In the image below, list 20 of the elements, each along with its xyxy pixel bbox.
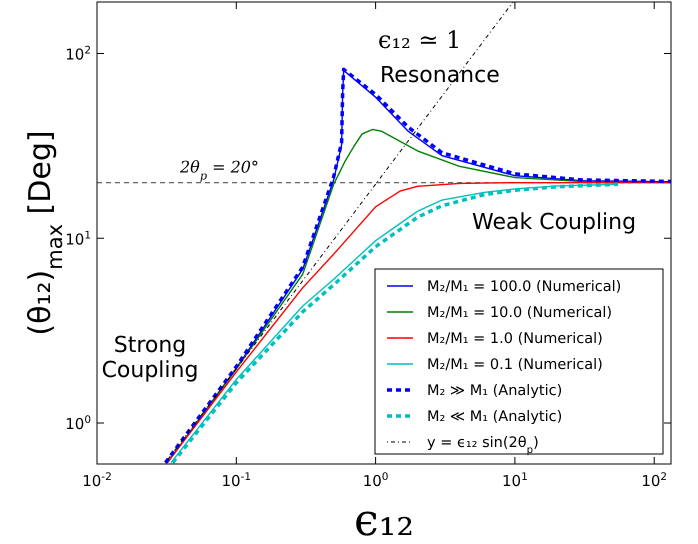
ref-line-label: 2θ$_{p}$ = 20° (179, 158, 259, 182)
annotation: Weak Coupling (472, 210, 636, 235)
legend-label: M₂/M₁ = 10.0 (Numerical) (427, 305, 612, 321)
x-axis-title: ϵ₁₂ (354, 495, 414, 544)
x-tick-label: 10$^{1}$ (502, 471, 528, 490)
y-tick-label: 10$^{0}$ (65, 414, 91, 434)
annotation: ϵ₁₂ ≃ 1 (378, 26, 462, 54)
legend-label: M₂/M₁ = 1.0 (Numerical) (427, 331, 603, 347)
x-tick-label: 10$^{-1}$ (222, 471, 252, 490)
legend-label: M₂ ≪ M₁ (Analytic) (427, 409, 562, 425)
legend-label: M₂/M₁ = 0.1 (Numerical) (427, 357, 603, 373)
annotation: Strong Coupling (102, 333, 198, 383)
legend-label: M₂ ≫ M₁ (Analytic) (427, 383, 562, 399)
x-tick-label: 10$^{-2}$ (82, 471, 112, 490)
x-tick-label: 10$^{2}$ (641, 471, 668, 490)
y-tick-label: 10$^{1}$ (65, 229, 91, 248)
x-tick-label: 10$^{0}$ (362, 471, 388, 490)
y-tick-label: 10$^{2}$ (65, 44, 91, 64)
legend-label: M₂/M₁ = 100.0 (Numerical) (427, 279, 622, 295)
annotation: Resonance (380, 63, 500, 88)
